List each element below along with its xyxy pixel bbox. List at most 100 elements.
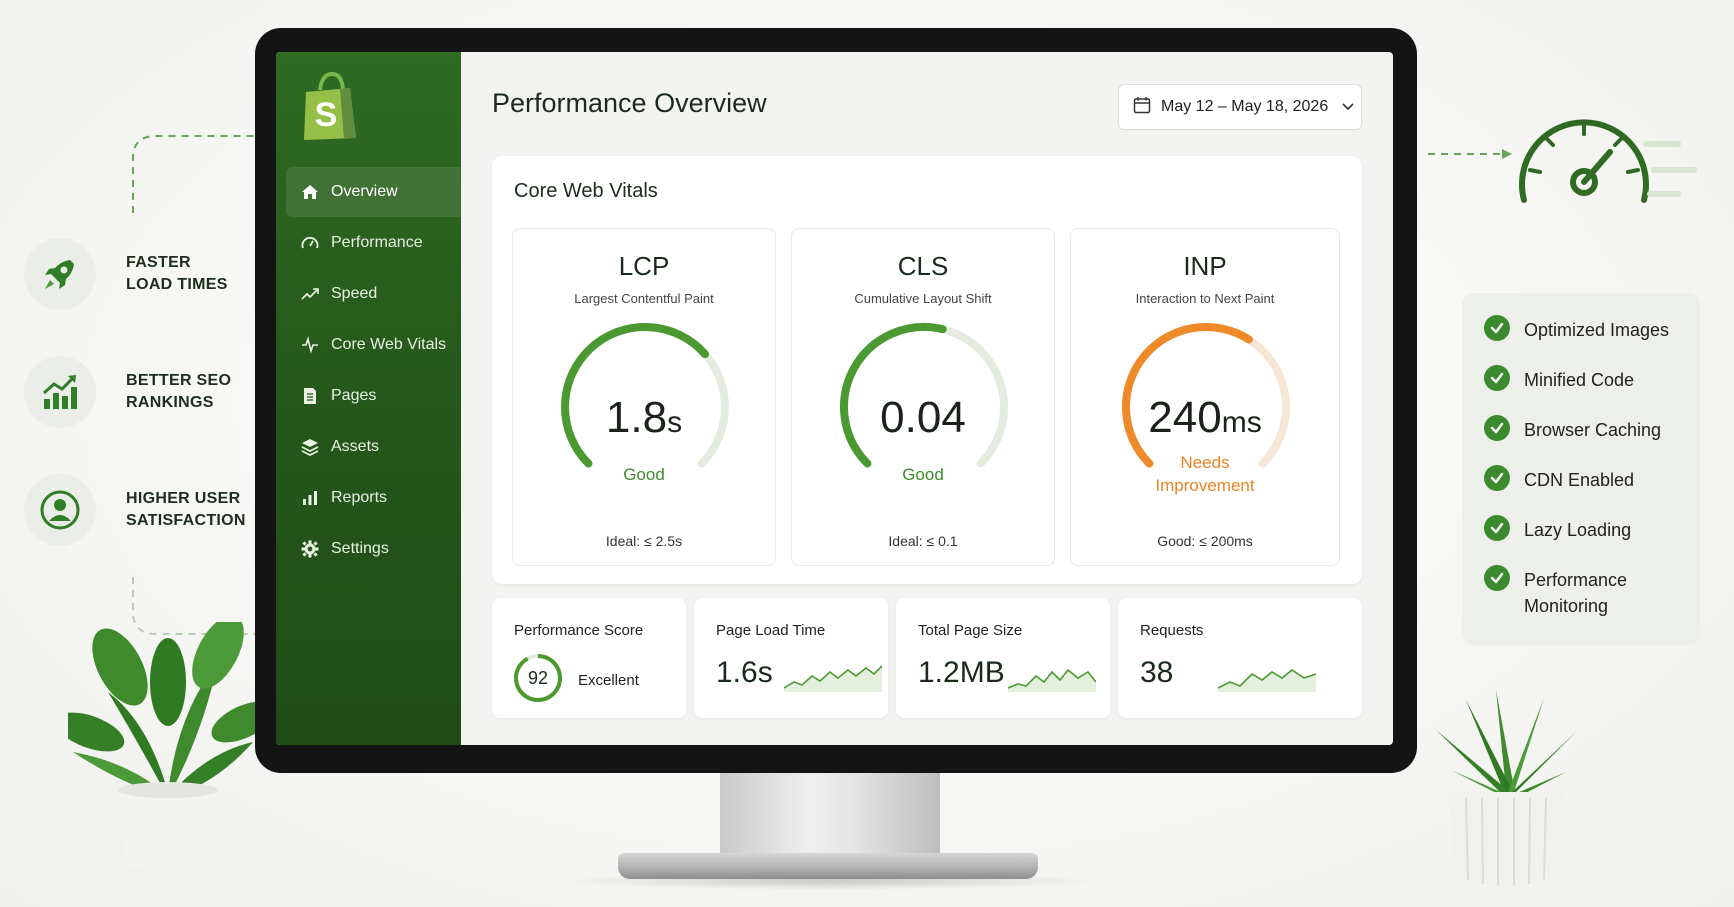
feature-better-seo: BETTER SEO RANKINGS — [24, 356, 266, 428]
page-title: Performance Overview — [492, 88, 767, 118]
inp-card[interactable]: INP Interaction to Next Paint 240ms Need… — [1070, 228, 1340, 566]
check-item: Optimized Images — [1484, 315, 1700, 343]
metric-value: 38 — [1140, 656, 1174, 689]
check-item: Browser Caching — [1484, 415, 1700, 443]
metric-abbr: LCP — [618, 251, 670, 281]
sparkline — [1008, 668, 1096, 692]
lcp-card[interactable]: LCP Largest Contentful Paint 1.8s Good I… — [512, 228, 776, 566]
metric-abbr: INP — [1183, 251, 1227, 281]
gear-icon — [300, 539, 320, 559]
feature-label: FASTER LOAD TIMES — [126, 254, 228, 293]
sidebar-item-label: Pages — [331, 387, 377, 404]
check-label: CDN Enabled — [1524, 470, 1635, 490]
check-icon — [1484, 365, 1510, 391]
check-item: Performance Monitoring — [1484, 565, 1700, 619]
svg-text:S: S — [315, 96, 338, 134]
sidebar-item-settings[interactable]: Settings — [286, 524, 461, 574]
check-item: CDN Enabled — [1484, 465, 1700, 493]
status-badge: Needs Improvement — [1155, 453, 1255, 495]
requests-card[interactable]: Requests 38 — [1118, 598, 1362, 718]
feature-faster-load-times: FASTER LOAD TIMES — [24, 238, 266, 310]
monitor-stand-neck — [720, 772, 940, 856]
metric-value: 1.2MB — [918, 656, 1005, 689]
speedometer-icon — [1519, 119, 1697, 203]
section-title: Core Web Vitals — [514, 180, 658, 202]
sidebar-item-label: Overview — [331, 183, 398, 200]
metric-label: Performance Score — [514, 622, 644, 639]
home-icon — [300, 182, 320, 202]
sidebar-item-overview[interactable]: Overview — [286, 167, 461, 217]
date-range-text: May 12 – May 18, 2026 — [1161, 98, 1329, 115]
gauge-fill — [1122, 322, 1253, 468]
sparkline — [784, 665, 882, 692]
dashboard-screen: S Overview Performance Speed Core Web Vi… — [276, 52, 1393, 745]
sparkline — [1218, 669, 1316, 692]
check-icon — [1484, 465, 1510, 491]
threshold-text: Ideal: ≤ 0.1 — [888, 533, 958, 549]
document-icon — [300, 386, 320, 406]
trend-line-icon — [300, 284, 320, 304]
check-label: Performance Monitoring — [1524, 570, 1628, 616]
metric-abbr: CLS — [897, 251, 949, 281]
metric-value: 1.6s — [716, 656, 773, 689]
core-web-vitals-card: Core Web Vitals LCP Largest Contentful P… — [492, 156, 1362, 584]
dashed-connector-right — [1428, 149, 1512, 159]
check-label: Lazy Loading — [1524, 520, 1632, 540]
gauge-icon — [300, 233, 320, 253]
check-icon — [1484, 315, 1510, 341]
sidebar-item-label: Assets — [331, 438, 380, 455]
sidebar-item-reports[interactable]: Reports — [286, 473, 461, 523]
plant-left-illustration — [68, 622, 268, 872]
sidebar: S Overview Performance Speed Core Web Vi… — [276, 52, 461, 745]
sidebar-item-label: Performance — [331, 234, 423, 251]
user-icon — [24, 474, 96, 546]
threshold-text: Good: ≤ 200ms — [1157, 533, 1253, 549]
shopify-bag-logo[interactable]: S — [300, 71, 360, 147]
sidebar-item-label: Reports — [331, 489, 388, 506]
cls-card[interactable]: CLS Cumulative Layout Shift 0.04 Good Id… — [791, 228, 1055, 566]
check-icon — [1484, 415, 1510, 441]
metric-label: Total Page Size — [918, 622, 1023, 639]
plant-right-illustration — [1436, 690, 1576, 890]
metric-value: 0.04 — [880, 393, 966, 442]
score-rating: Excellent — [578, 672, 639, 689]
feature-higher-user-satisfaction: HIGHER USER SATISFACTION — [24, 474, 266, 546]
cls-gauge — [840, 323, 1008, 468]
sidebar-item-performance[interactable]: Performance — [286, 218, 461, 268]
sidebar-item-assets[interactable]: Assets — [286, 422, 461, 472]
date-range-picker[interactable]: May 12 – May 18, 2026 — [1118, 84, 1362, 130]
sidebar-item-label: Speed — [331, 285, 378, 302]
feature-label: HIGHER USER SATISFACTION — [126, 490, 246, 529]
inp-gauge — [1122, 322, 1290, 468]
pulse-icon — [300, 335, 320, 355]
total-page-size-card[interactable]: Total Page Size 1.2MB — [896, 598, 1110, 718]
sidebar-item-label: Core Web Vitals — [331, 336, 447, 353]
performance-score-card[interactable]: Performance Score 92 Excellent — [492, 598, 686, 718]
sidebar-nav: Overview Performance Speed Core Web Vita… — [286, 167, 461, 575]
check-label: Minified Code — [1524, 370, 1635, 390]
sidebar-item-label: Settings — [331, 540, 389, 557]
gauge-fill — [561, 323, 710, 468]
check-label: Optimized Images — [1524, 320, 1670, 340]
dashed-connector-bottom-left — [132, 577, 263, 635]
sidebar-item-core-web-vitals[interactable]: Core Web Vitals — [286, 320, 461, 370]
score-value: 92 — [527, 668, 549, 688]
metric-label: Page Load Time — [716, 622, 826, 639]
layers-icon — [300, 437, 320, 457]
page-load-time-card[interactable]: Page Load Time 1.6s — [694, 598, 888, 718]
threshold-text: Ideal: ≤ 2.5s — [605, 533, 683, 549]
score-ring — [514, 654, 562, 702]
gauge-fill — [840, 323, 947, 468]
check-label: Browser Caching — [1524, 420, 1662, 440]
check-item: Lazy Loading — [1484, 515, 1700, 543]
monitor-stand-base — [618, 853, 1038, 879]
status-badge: Good — [902, 465, 944, 484]
check-item: Minified Code — [1484, 365, 1700, 393]
metric-name: Cumulative Layout Shift — [854, 291, 992, 306]
status-badge: Good — [623, 465, 665, 484]
metric-value: 1.8s — [605, 393, 683, 442]
sidebar-item-pages[interactable]: Pages — [286, 371, 461, 421]
rocket-icon — [24, 238, 96, 310]
sidebar-item-speed[interactable]: Speed — [286, 269, 461, 319]
bar-chart-growth-icon — [24, 356, 96, 428]
